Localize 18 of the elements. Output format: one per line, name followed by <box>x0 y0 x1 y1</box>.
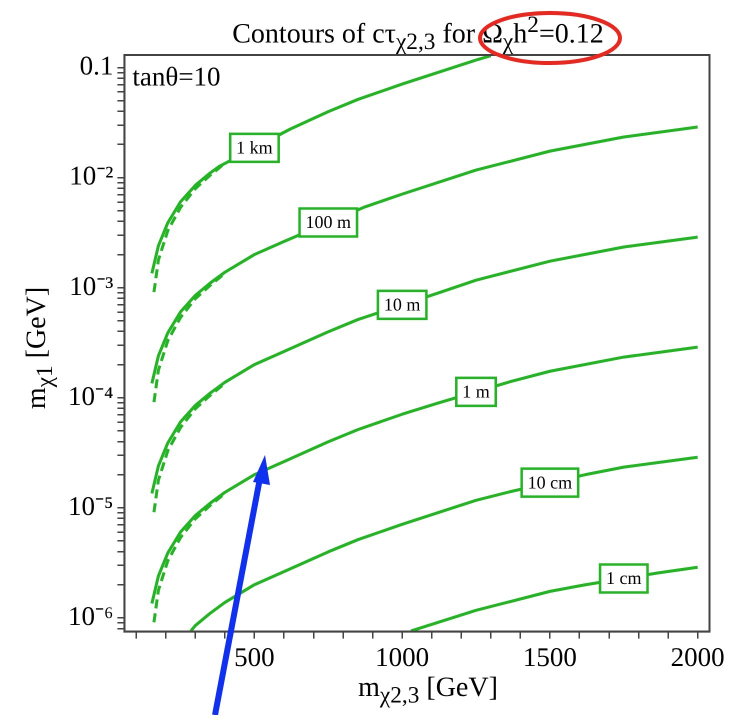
y-tick-label: 10⁻² <box>69 160 114 191</box>
series-label: 1 km <box>236 138 273 158</box>
y-tick-label: 10⁻⁴ <box>68 380 114 411</box>
series-label: 100 m <box>306 212 352 232</box>
y-tick-label: 10⁻³ <box>69 270 114 301</box>
series-label: 1 m <box>462 382 490 402</box>
x-tick-label: 1500 <box>522 642 577 672</box>
series-label: 1 cm <box>606 568 642 588</box>
x-axis-title: m$_{χ2,3}$ [GeV] <box>357 672 499 710</box>
x-tick-label: 1000 <box>375 642 430 672</box>
y-tick-label: 10⁻⁶ <box>68 600 114 631</box>
x-tick-label: 500 <box>234 642 275 672</box>
series-label: 10 cm <box>528 472 572 492</box>
y-tick-label: 10⁻⁵ <box>68 490 114 521</box>
x-tick-label: 2000 <box>670 642 725 672</box>
annotation: tanθ=10 <box>132 62 221 92</box>
y-tick-label: 0.1 <box>80 50 114 81</box>
series-label: 10 m <box>384 294 420 315</box>
